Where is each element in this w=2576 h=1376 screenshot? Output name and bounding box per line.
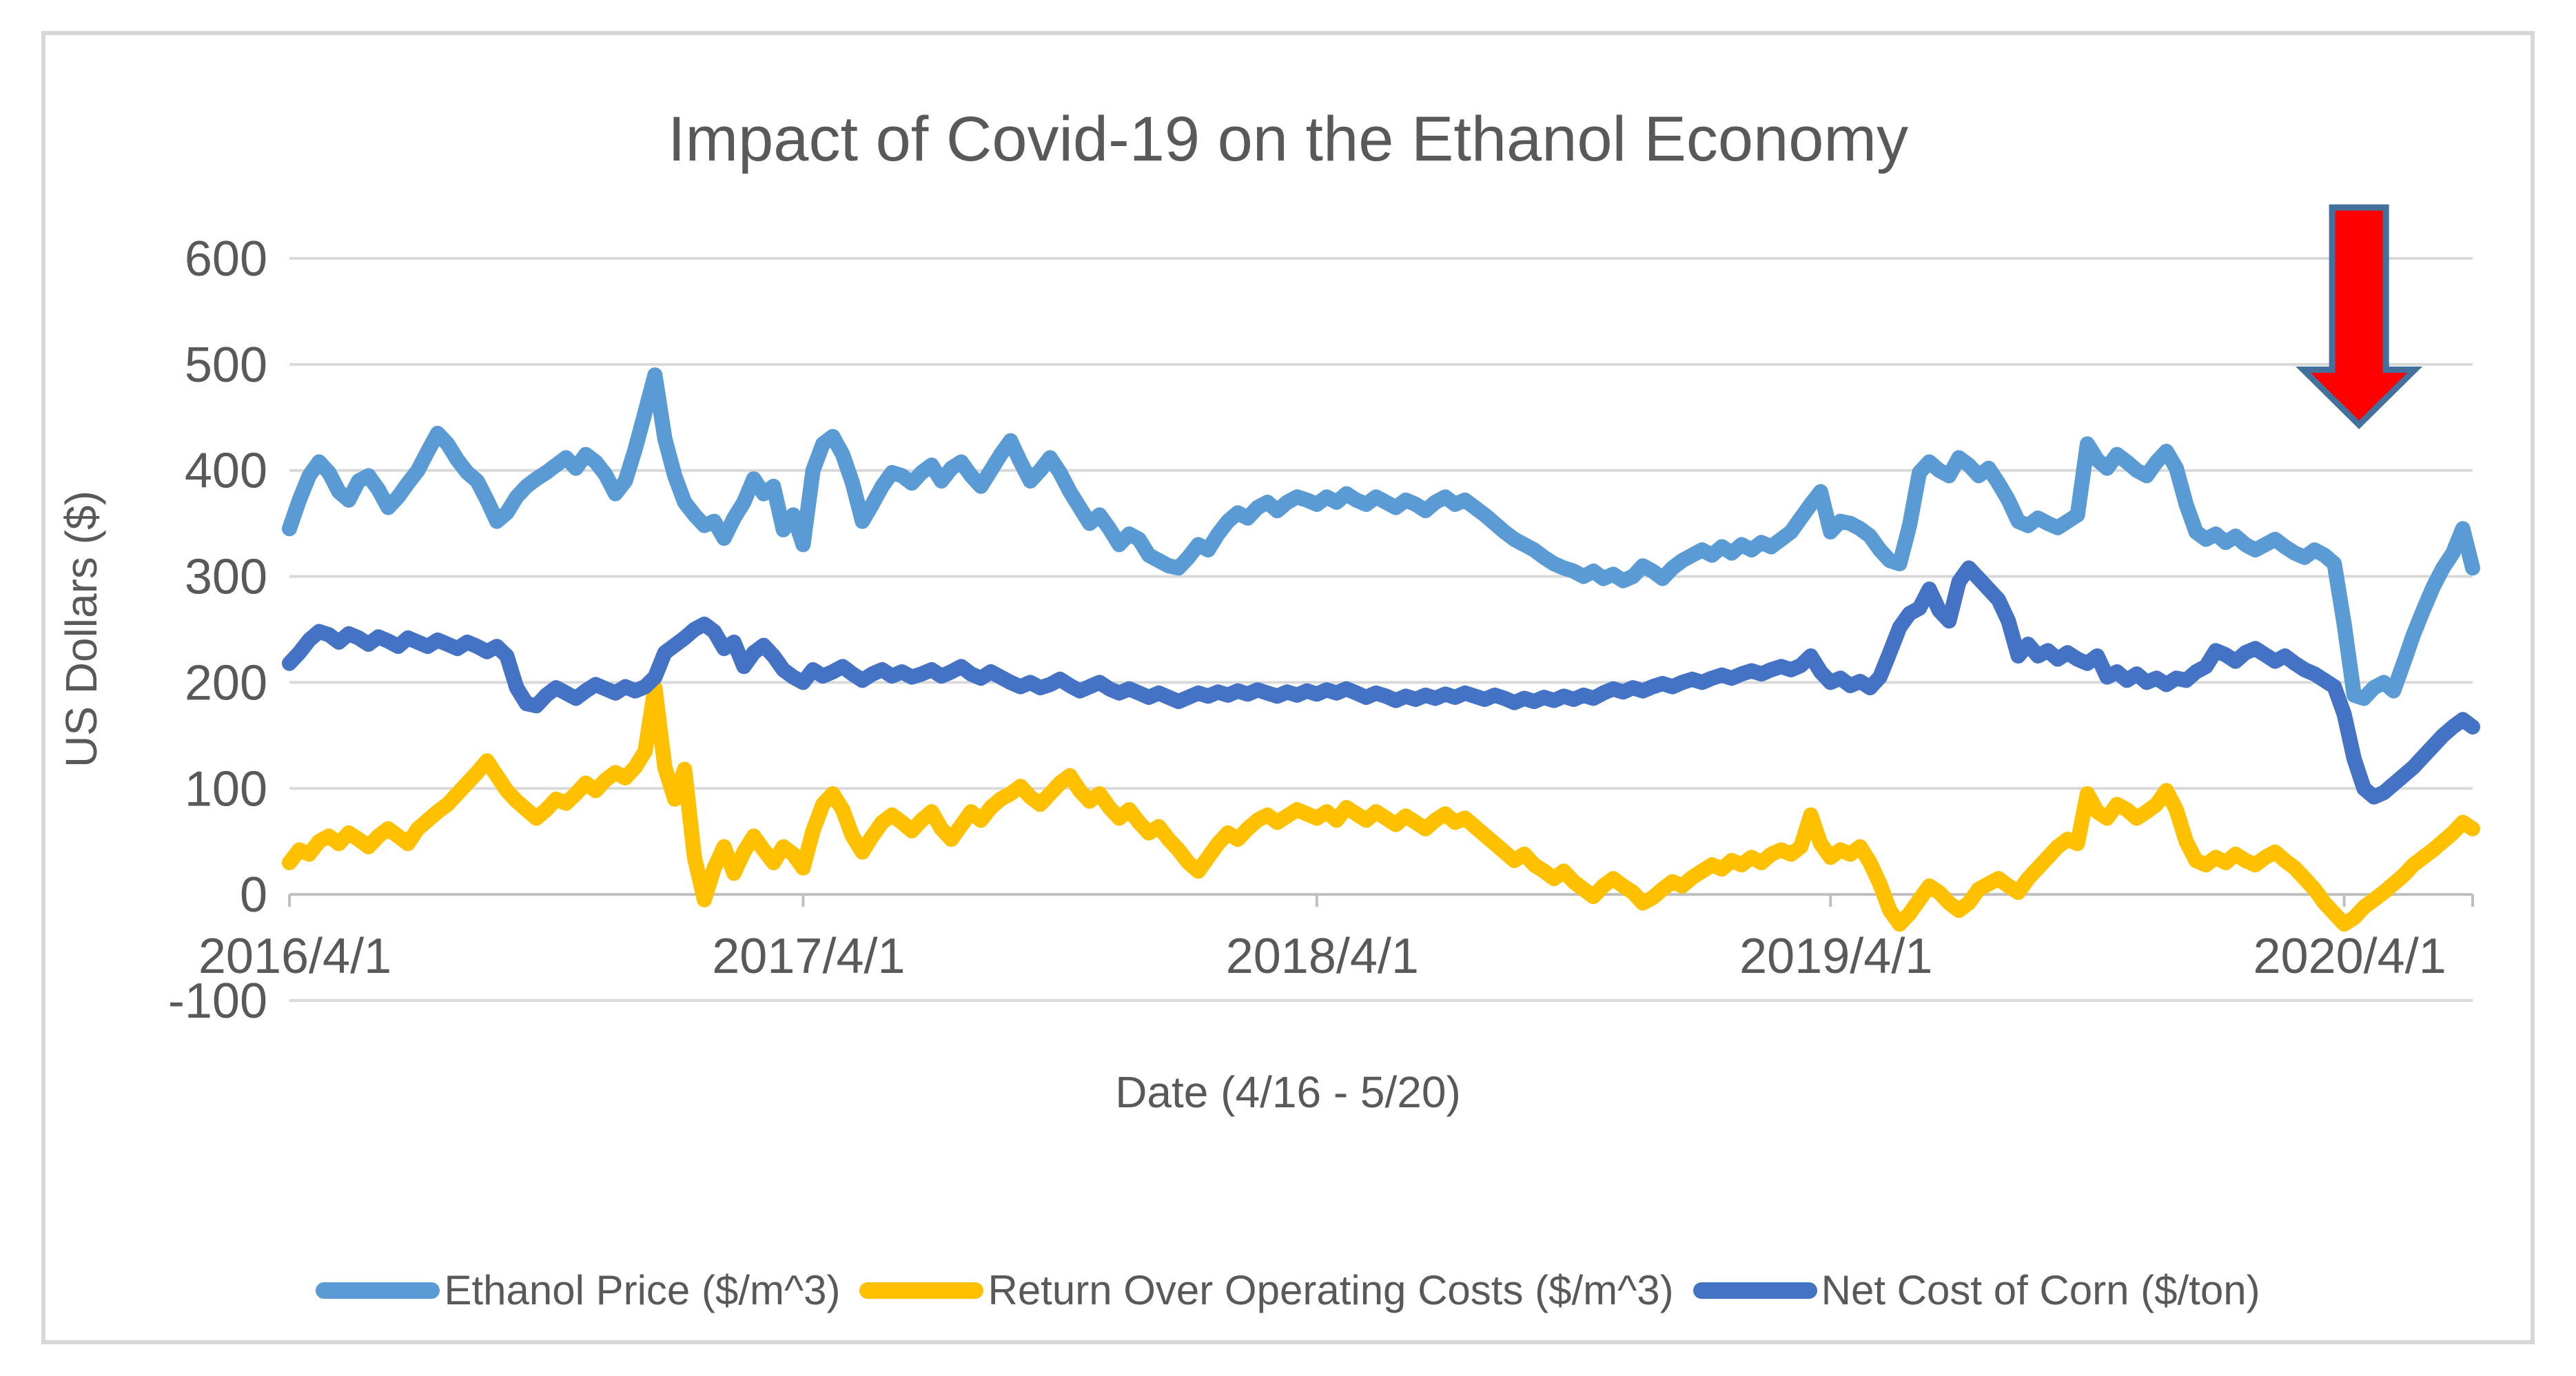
x-tick-label: 2020/4/1: [2253, 929, 2446, 984]
x-tick-label: 2017/4/1: [712, 929, 905, 984]
y-tick-label: 400: [185, 444, 267, 499]
figure-border: [41, 31, 2535, 1344]
legend-swatch: [316, 1282, 440, 1299]
x-tick-label: 2019/4/1: [1739, 929, 1932, 984]
y-tick-label: -100: [168, 974, 267, 1029]
legend-label: Net Cost of Corn ($/ton): [1821, 1267, 2260, 1313]
series-line-net-cost-of-corn-ton: [282, 560, 2480, 805]
x-tick-label: 2016/4/1: [198, 929, 391, 984]
covid-19-impact-arrow: [2296, 204, 2423, 429]
legend: Ethanol Price ($/m^3) Return Over Operati…: [0, 1266, 2576, 1314]
legend-swatch: [1693, 1282, 1817, 1299]
y-tick-label: 0: [240, 867, 267, 923]
legend-swatch: [859, 1282, 984, 1299]
series-line-return-over-operating-costs-m-3: [282, 680, 2480, 932]
y-tick-label: 200: [185, 655, 267, 710]
x-tick-label: 2018/4/1: [1226, 929, 1419, 984]
y-tick-label: 500: [185, 338, 267, 393]
y-tick-label: 100: [185, 761, 267, 817]
x-axis-title: Date (4/16 - 5/20): [1115, 1067, 1461, 1117]
y-tick-label: 600: [185, 232, 267, 287]
chart-title: Impact of Covid-19 on the Ethanol Econom…: [667, 104, 1909, 174]
legend-item-return-over-operating-costs-m-3: Return Over Operating Costs ($/m^3): [859, 1266, 1674, 1314]
legend-label: Ethanol Price ($/m^3): [444, 1267, 841, 1313]
y-tick-label: 300: [185, 550, 267, 605]
legend-label: Return Over Operating Costs ($/m^3): [988, 1267, 1674, 1313]
legend-item-ethanol-price-m-3: Ethanol Price ($/m^3): [316, 1266, 840, 1314]
series-line-ethanol-price-m-3: [282, 367, 2480, 706]
legend-item-net-cost-of-corn-ton: Net Cost of Corn ($/ton): [1693, 1266, 2260, 1314]
